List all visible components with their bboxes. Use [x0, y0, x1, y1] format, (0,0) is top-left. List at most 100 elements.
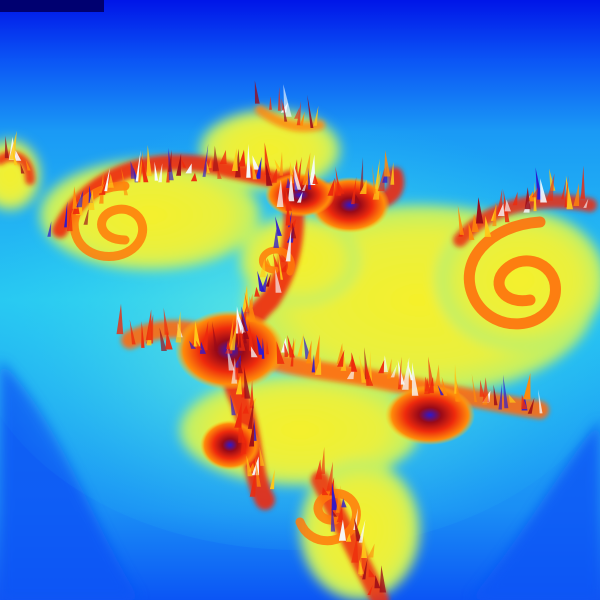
spike-197: [407, 361, 414, 381]
spike-161: [238, 331, 242, 348]
spike-205: [441, 376, 448, 396]
spike-83: [286, 226, 295, 243]
spike-78: [297, 191, 303, 203]
spike-186: [364, 347, 370, 380]
spike-23: [154, 161, 159, 181]
spike-19: [141, 155, 149, 183]
spike-251: [320, 447, 325, 474]
spike-232: [497, 203, 505, 216]
spike-2: [64, 201, 68, 228]
spike-204: [437, 384, 444, 396]
spike-235: [512, 191, 518, 206]
spike-143: [141, 321, 145, 348]
spike-230: [492, 202, 497, 227]
spike-116: [234, 362, 240, 380]
spike-155: [195, 340, 203, 350]
spiral-arms: [69, 181, 561, 546]
spike-252: [315, 459, 322, 480]
spike-94: [275, 268, 282, 293]
bottom-right-shadow: [470, 420, 600, 600]
spike-57: [327, 177, 335, 196]
spike-192: [386, 358, 392, 379]
spike-188: [359, 354, 367, 383]
spike-215: [493, 384, 498, 406]
spike-90: [279, 264, 287, 273]
spike-291: [283, 102, 288, 122]
spike-216: [508, 394, 516, 403]
spike-219: [523, 373, 531, 400]
spike-7: [76, 190, 84, 208]
spike-269: [367, 543, 375, 558]
spike-118: [243, 366, 251, 399]
spike-114: [227, 346, 235, 371]
spike-87: [285, 228, 292, 262]
spike-170: [276, 341, 285, 364]
spike-266: [358, 519, 366, 543]
spike-52: [308, 154, 316, 185]
spike-100: [244, 292, 250, 313]
spike-98: [254, 286, 260, 297]
spike-178: [311, 354, 315, 373]
spike-70: [384, 150, 391, 177]
spike-293: [296, 101, 301, 126]
spike-85: [290, 222, 297, 239]
spike-153: [201, 321, 209, 351]
spike-86: [273, 228, 279, 248]
spike-207: [454, 364, 458, 394]
spike-21: [158, 163, 163, 183]
spike-228: [476, 197, 484, 224]
spike-281: [20, 163, 25, 174]
spike-31: [208, 156, 212, 169]
spike-292: [299, 111, 305, 126]
spike-131: [259, 446, 265, 466]
spike-139: [116, 303, 124, 335]
spike-222: [521, 394, 528, 409]
spike-88: [278, 252, 285, 263]
spike-12: [98, 181, 106, 194]
spike-250: [580, 165, 585, 199]
spike-60: [338, 180, 345, 194]
spike-135: [246, 455, 253, 477]
spike-111: [236, 336, 242, 362]
spike-62: [359, 157, 364, 191]
spike-208: [456, 386, 460, 402]
spike-38: [231, 148, 238, 171]
spike-0: [47, 221, 52, 237]
spike-77: [276, 179, 284, 207]
fractal-spikes: [4, 80, 589, 595]
spike-247: [564, 175, 569, 208]
corner-dark-edge: [0, 0, 104, 12]
spike-226: [471, 213, 479, 232]
spike-241: [531, 187, 539, 198]
spike-15: [107, 173, 114, 188]
spike-56: [312, 173, 318, 184]
spike-28: [185, 163, 192, 174]
spike-295: [313, 105, 319, 126]
spike-55: [307, 167, 312, 190]
spike-79: [285, 188, 292, 211]
spike-120: [249, 397, 257, 406]
spike-294: [307, 94, 314, 128]
spike-9: [87, 190, 95, 210]
spike-274: [379, 565, 387, 593]
spike-242: [549, 168, 556, 191]
spike-91: [264, 258, 272, 268]
spike-182: [346, 365, 355, 380]
spike-81: [288, 218, 297, 228]
spike-286: [277, 86, 281, 111]
spike-43: [251, 160, 258, 180]
spike-95: [260, 273, 268, 292]
spike-265: [354, 517, 362, 542]
spike-35: [217, 168, 222, 179]
spike-22: [146, 144, 152, 176]
spike-27: [167, 149, 172, 172]
spike-122: [230, 394, 236, 416]
spike-284: [269, 96, 272, 110]
spike-138: [269, 469, 275, 490]
spike-262: [353, 508, 358, 530]
spike-221: [538, 389, 543, 414]
spike-132: [249, 457, 256, 468]
spike-167: [266, 340, 269, 355]
spike-172: [297, 333, 304, 357]
spike-152: [193, 320, 201, 347]
